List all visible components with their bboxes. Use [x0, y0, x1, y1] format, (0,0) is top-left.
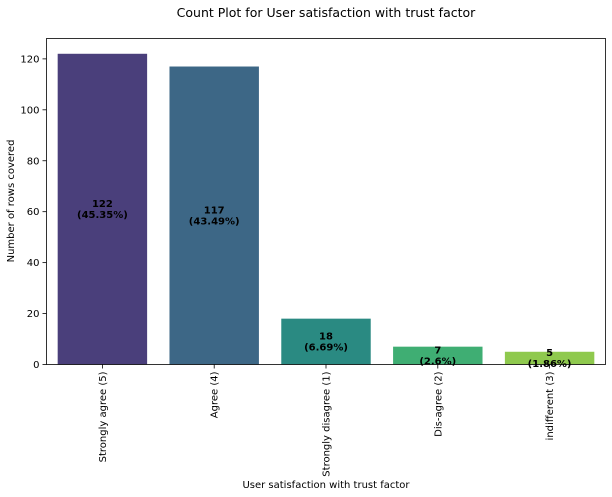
bar: [281, 318, 371, 365]
bar: [393, 346, 483, 365]
y-tick-label: 120: [20, 54, 39, 65]
x-tick-label: indifferent (3): [545, 371, 556, 440]
bar-value-label: 7: [434, 346, 441, 357]
plot-frame: [46, 38, 606, 365]
y-tick-label: 0: [33, 360, 39, 371]
bar-value-label: 5: [546, 348, 553, 359]
y-tick-label: 80: [27, 156, 40, 167]
bar: [504, 351, 595, 365]
bar-percent-label: (43.49%): [189, 217, 240, 228]
bar-value-label: 117: [204, 206, 225, 217]
bar: [169, 66, 259, 365]
x-tick-label: Strongly agree (5): [98, 371, 109, 462]
bar-percent-label: (45.35%): [77, 210, 128, 221]
bar-value-label: 122: [92, 199, 113, 210]
y-tick-label: 60: [27, 207, 40, 218]
x-tick-label: Dis-agree (2): [433, 371, 444, 436]
y-tick-label: 100: [20, 105, 39, 116]
bar-percent-label: (6.69%): [304, 343, 348, 354]
bars-group: 122(45.35%) 117(43.49%)18(6.69%) 7(2.6%)5(…: [57, 53, 595, 370]
x-axis: Strongly agree (5) Agree (4) Strongly disa…: [98, 364, 556, 477]
y-axis: 0 20 40 60 80 100 120: [20, 54, 47, 371]
bar-percent-label: (2.6%): [419, 357, 456, 368]
y-tick-label: 40: [27, 258, 40, 269]
chart-title: Count Plot for User satisfaction with tr…: [177, 5, 476, 20]
y-tick-label: 20: [27, 309, 40, 320]
bar: [57, 53, 148, 365]
bar-value-label: 18: [319, 332, 333, 343]
x-tick-label: Agree (4): [210, 371, 221, 418]
x-tick-label: Strongly disagree (1): [322, 371, 333, 476]
x-axis-title: User satisfaction with trust factor: [242, 480, 410, 491]
y-axis-title: Number of rows covered: [6, 140, 17, 263]
